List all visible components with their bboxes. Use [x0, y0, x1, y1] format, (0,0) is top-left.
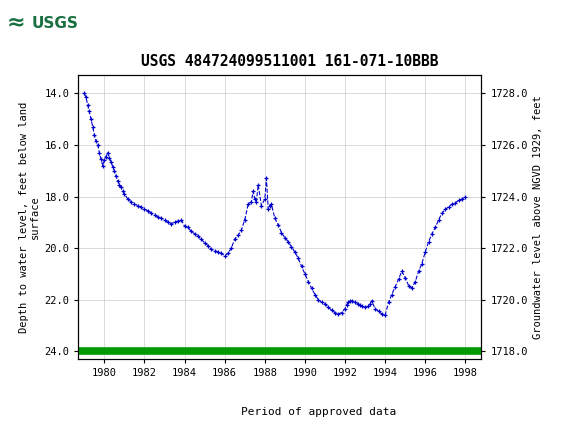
Text: USGS: USGS [32, 15, 79, 31]
Text: Period of approved data: Period of approved data [241, 406, 396, 417]
Text: USGS 484724099511001 161-071-10BBB: USGS 484724099511001 161-071-10BBB [142, 54, 438, 69]
Y-axis label: Groundwater level above NGVD 1929, feet: Groundwater level above NGVD 1929, feet [534, 95, 543, 339]
FancyBboxPatch shape [2, 3, 92, 43]
Text: ≈: ≈ [7, 12, 26, 32]
Y-axis label: Depth to water level, feet below land
surface: Depth to water level, feet below land su… [19, 101, 40, 333]
